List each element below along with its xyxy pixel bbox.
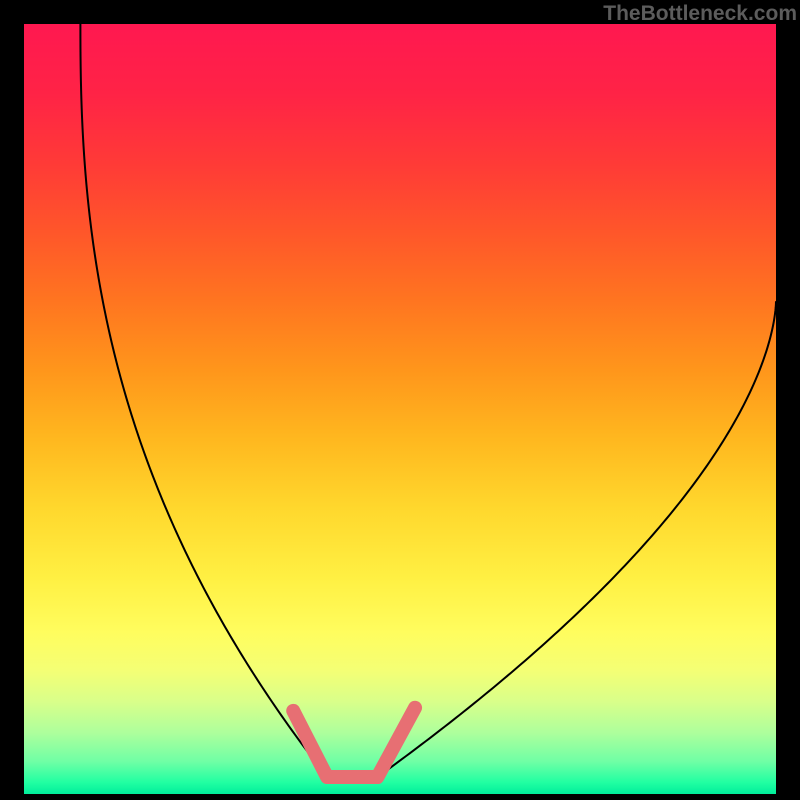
watermark-text: TheBottleneck.com <box>603 2 797 26</box>
chart-frame <box>24 24 776 794</box>
chart-svg <box>24 24 776 794</box>
gradient-background <box>24 24 776 794</box>
